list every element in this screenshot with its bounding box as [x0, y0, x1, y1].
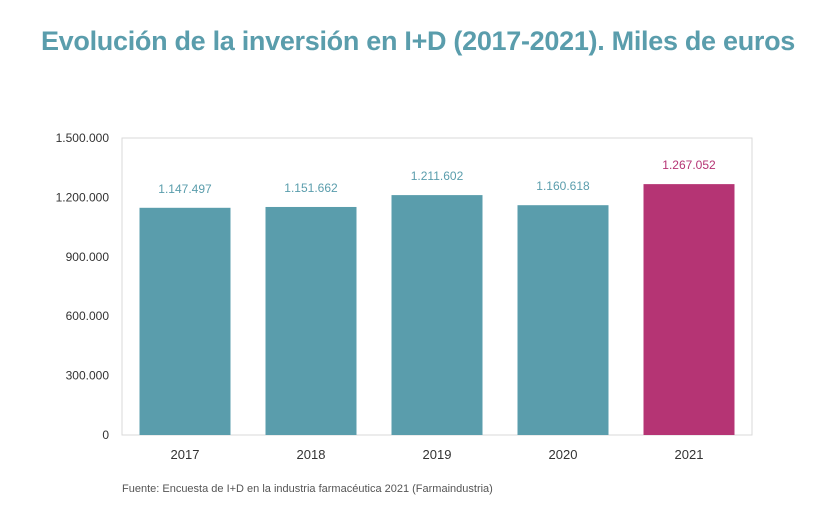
y-tick-label: 600.000: [66, 309, 110, 323]
source-note: Fuente: Encuesta de I+D en la industria …: [122, 483, 493, 495]
x-tick-label: 2019: [423, 447, 452, 462]
y-tick-label: 1.500.000: [56, 131, 110, 145]
y-tick-label: 1.200.000: [56, 190, 110, 204]
data-label-2017: 1.147.497: [158, 182, 212, 196]
x-tick-label: 2021: [675, 447, 704, 462]
x-tick-label: 2018: [297, 447, 326, 462]
data-label-2018: 1.151.662: [284, 181, 338, 195]
bar-2021: [643, 184, 735, 435]
y-tick-label: 300.000: [66, 369, 110, 383]
bar-2018: [265, 206, 357, 435]
x-axis-ticks: 2017 2018 2019 2020 2021: [171, 447, 704, 462]
bar-2020: [517, 205, 609, 435]
bar-2017: [139, 207, 231, 435]
y-axis-ticks: 0 300.000 600.000 900.000 1.200.000 1.500.000: [56, 131, 110, 442]
bar-2019: [391, 195, 483, 435]
data-labels: 1.147.497 1.151.662 1.211.602 1.160.618 1.26…: [158, 158, 716, 196]
x-tick-label: 2020: [549, 447, 578, 462]
data-label-2020: 1.160.618: [536, 179, 590, 193]
data-label-2021: 1.267.052: [662, 158, 716, 172]
x-tick-label: 2017: [171, 447, 200, 462]
data-label-2019: 1.211.602: [411, 169, 464, 183]
chart-title: Evolución de la inversión en I+D (2017-2…: [40, 26, 796, 56]
y-tick-label: 0: [102, 428, 109, 442]
y-tick-label: 900.000: [66, 250, 110, 264]
bars: [139, 184, 735, 435]
